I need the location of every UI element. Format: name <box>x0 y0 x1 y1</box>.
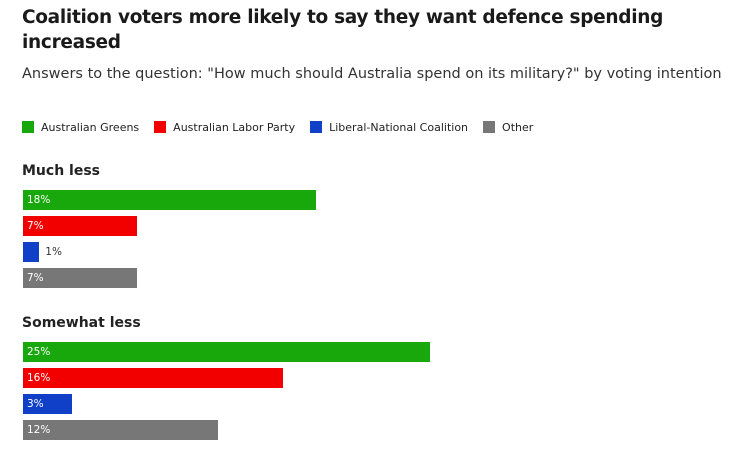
data-label-much-less-liberal-national-coalition: 1% <box>45 246 62 258</box>
data-label-much-less-australian-labor-party: 7% <box>27 220 44 232</box>
legend: Australian Greens Australian Labor Party… <box>22 119 548 135</box>
data-label-somewhat-less-other: 12% <box>27 424 51 436</box>
legend-item-labor: Australian Labor Party <box>154 121 295 134</box>
group-label-somewhat-less: Somewhat less <box>22 315 141 331</box>
bar-somewhat-less-australian-labor-party <box>23 368 284 388</box>
legend-swatch-labor <box>154 121 167 133</box>
bar-much-less-liberal-national-coalition <box>23 242 40 262</box>
chart-title: Coalition voters more likely to say they… <box>22 7 664 53</box>
legend-swatch-other <box>483 121 496 133</box>
data-label-much-less-other: 7% <box>27 272 44 284</box>
legend-label-greens: Australian Greens <box>41 120 140 134</box>
legend-swatch-coalition <box>310 121 323 133</box>
legend-label-coalition: Liberal-National Coalition <box>329 120 469 134</box>
bar-somewhat-less-other <box>23 420 219 440</box>
bar-somewhat-less-liberal-national-coalition <box>23 394 72 414</box>
bar-much-less-australian-greens <box>23 190 317 210</box>
legend-item-coalition: Liberal-National Coalition <box>310 121 468 134</box>
data-label-somewhat-less-australian-greens: 25% <box>27 346 51 358</box>
bar-much-less-other <box>23 268 137 288</box>
data-label-somewhat-less-liberal-national-coalition: 3% <box>27 398 44 410</box>
legend-label-other: Other <box>502 120 534 134</box>
bar-somewhat-less-australian-greens <box>23 342 430 362</box>
legend-item-greens: Australian Greens <box>22 121 139 134</box>
legend-swatch-greens <box>22 121 34 133</box>
group-label-much-less: Much less <box>22 163 100 179</box>
data-label-somewhat-less-australian-labor-party: 16% <box>27 372 51 384</box>
legend-item-other: Other <box>483 121 533 134</box>
legend-label-labor: Australian Labor Party <box>173 120 296 134</box>
bar-much-less-australian-labor-party <box>23 216 137 236</box>
chart-subtitle: Answers to the question: "How much shoul… <box>22 66 722 82</box>
data-label-much-less-australian-greens: 18% <box>27 194 51 206</box>
